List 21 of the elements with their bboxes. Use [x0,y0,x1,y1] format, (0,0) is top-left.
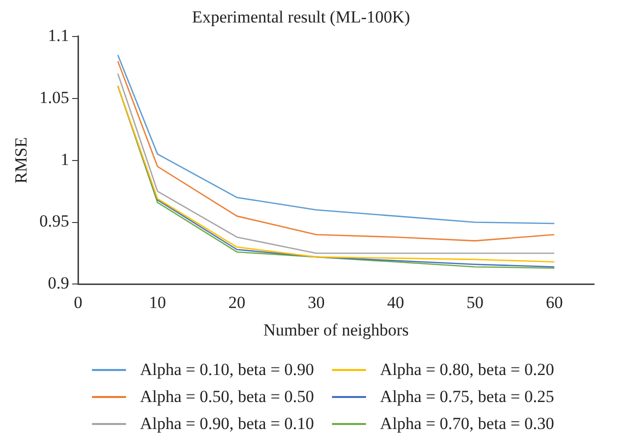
x-tick-label: 40 [387,292,404,312]
x-tick-label: 60 [546,292,563,312]
y-axis-title: RMSE [12,137,31,184]
x-tick-label: 0 [74,292,82,312]
y-tick-label: 1.1 [48,26,70,45]
legend-label: Alpha = 0.75, beta = 0.25 [380,386,554,406]
legend-label: Alpha = 0.70, beta = 0.30 [380,414,554,434]
y-tick-label: 1.05 [39,88,70,107]
legend-label: Alpha = 0.90, beta = 0.10 [140,414,314,434]
x-tick-label: 10 [149,292,166,312]
x-tick-label: 30 [308,292,325,312]
x-axis-title: Number of neighbors [263,320,409,340]
x-tick-label: 50 [466,292,484,312]
y-tick-label: 0.9 [48,274,70,293]
x-tick-label: 20 [228,292,246,312]
legend-label: Alpha = 0.80, beta = 0.20 [380,360,554,380]
y-tick-label: 1 [60,150,70,169]
y-tick-label: 0.95 [39,212,70,231]
legend-label: Alpha = 0.50, beta = 0.50 [140,386,314,406]
chart-title: Experimental result (ML-100K) [192,8,410,27]
legend-label: Alpha = 0.10, beta = 0.90 [140,360,314,380]
